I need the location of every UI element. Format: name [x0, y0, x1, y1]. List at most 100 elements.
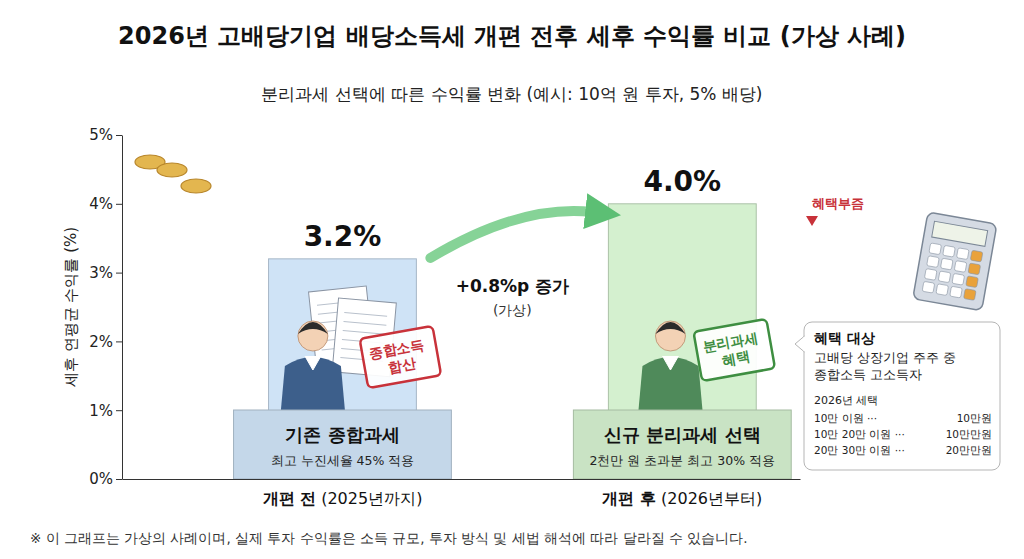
calculator-key: [966, 276, 979, 288]
y-axis: 0% 1% 2% 3% 4% 5%: [89, 126, 122, 488]
decoration: [135, 155, 997, 311]
coin: [157, 163, 187, 177]
x-tick: 개편 후 (2026년부터): [602, 489, 762, 508]
person-hair: [655, 322, 685, 334]
person-body: [638, 357, 702, 410]
bar-title: 신규 분리과세 선택: [604, 424, 761, 445]
x-tick-label: 개편 전 (2025년까지): [263, 489, 423, 508]
calculator-key: [943, 245, 956, 257]
calculator-key: [936, 284, 949, 296]
stamp: 종합소득 합산: [360, 326, 442, 388]
calculator-key: [927, 256, 940, 268]
calculator-key: [957, 248, 970, 260]
stamp-frame: [693, 319, 775, 381]
footnote: ※ 이 그래프는 가상의 사례이며, 실제 투자 수익률은 소득 규모, 투자 …: [30, 530, 747, 546]
person-head: [298, 321, 328, 351]
y-axis-line: [122, 136, 123, 480]
info-box-pointer-cover: [804, 337, 806, 351]
info-box-table-title: 2026년 세택: [814, 394, 879, 407]
document-line: [344, 322, 387, 326]
info-box-line: 고배당 상장기업 주주 중: [814, 350, 956, 365]
calculator-key: [954, 261, 967, 273]
y-tick: 1%: [89, 402, 122, 420]
y-tick: 3%: [89, 264, 122, 282]
arrow: [430, 211, 592, 258]
chart: 2026년 고배당기업 배당소득세 개편 전후 세후 수익률 비교 (가상 사례…: [0, 0, 1024, 559]
info-box-cell: 10만원: [957, 412, 992, 424]
info-box-cell: 20만만원: [946, 444, 992, 456]
y-tick-label: 1%: [89, 402, 113, 420]
document-line: [344, 313, 387, 317]
y-tick-mark: [116, 135, 122, 136]
calculator-screen: [932, 221, 988, 246]
stamp-text: 분리과세 혜택: [701, 328, 767, 371]
y-tick-mark: [116, 204, 122, 205]
info-box-cell: 20만 30만 이원 ···: [814, 444, 905, 456]
calculator-key: [964, 289, 977, 301]
info-box-cell: 10만 20만 이원 ···: [814, 428, 905, 440]
person-head: [655, 321, 685, 351]
calculator-key: [952, 273, 965, 285]
stamp-frame: [360, 326, 442, 388]
coin: [181, 179, 211, 193]
y-tick: 2%: [89, 333, 122, 351]
person: [638, 321, 702, 410]
person-body: [281, 357, 345, 410]
y-tick: 4%: [89, 195, 122, 213]
calculator-key: [922, 281, 935, 293]
y-tick-mark: [116, 341, 122, 342]
data-label: 3.2%: [304, 220, 382, 253]
y-tick: 5%: [89, 126, 122, 144]
info-box-line: 종합소득 고소득자: [814, 367, 922, 382]
y-tick-label: 4%: [89, 195, 113, 213]
y-tick-label: 0%: [89, 470, 113, 488]
calculator-key: [950, 286, 963, 298]
x-tick-label: 개편 후 (2026년부터): [602, 489, 762, 508]
badge-pointer: [806, 216, 818, 226]
calculator-key: [938, 271, 951, 283]
x-tick: 개편 전 (2025년까지): [263, 489, 423, 508]
person-collar: [662, 356, 678, 370]
x-axis-line: [123, 479, 801, 480]
document-line: [343, 330, 386, 334]
y-tick-mark: [116, 273, 122, 274]
annotation: (가상): [493, 302, 532, 318]
title: 2026년 고배당기업 배당소득세 개편 전후 세후 수익률 비교 (가상 사례…: [118, 22, 906, 50]
bar-panel: [234, 410, 452, 479]
person: [281, 321, 345, 410]
y-tick-mark: [116, 410, 122, 411]
y-tick: 0%: [89, 470, 122, 488]
badge: 혜택부즘: [812, 196, 864, 211]
y-tick-label: 2%: [89, 333, 113, 351]
calculator-body: [913, 212, 997, 311]
bar-panel: [573, 410, 791, 479]
background: [0, 0, 1024, 559]
calculator-key: [970, 250, 983, 262]
data-label: 4.0%: [643, 165, 721, 198]
info-box-frame: [804, 322, 1000, 470]
y-axis-title: 세후 연평균 수익률 (%): [62, 227, 80, 387]
info-box-cell: 10만만원: [946, 428, 992, 440]
calculator: [913, 212, 997, 311]
info-box-cell: 10만 이원 ···: [814, 412, 877, 424]
person-collar: [305, 356, 321, 370]
x-axis: 개편 전 (2025년까지) 개편 후 (2026년부터): [123, 480, 801, 509]
info-box-pointer: [795, 336, 805, 352]
calculator-key: [929, 243, 942, 255]
info-box-title: 혜택 대상: [814, 330, 875, 346]
calculator-key: [924, 269, 937, 281]
bar-title: 기존 종합과세: [285, 424, 399, 445]
info-box: 혜택 대상고배당 상장기업 주주 중종합소득 고소득자 2026년 세택 10만 이…: [795, 322, 1000, 470]
bar-note: 최고 누진세율 45% 적용: [271, 453, 415, 468]
stamp-text: 종합소득 합산: [368, 335, 434, 378]
stamp: 분리과세 혜택: [693, 319, 775, 381]
calculator-key: [968, 263, 981, 275]
calculator-key: [940, 258, 953, 270]
y-tick-label: 3%: [89, 264, 113, 282]
person-hair: [298, 322, 328, 334]
y-tick-mark: [116, 479, 122, 480]
subtitle: 분리과세 선택에 따른 수익률 변화 (예시: 10억 원 투자, 5% 배당): [261, 84, 762, 104]
annotation: +0.8%p 증가: [456, 276, 569, 296]
y-tick-label: 5%: [89, 126, 113, 144]
bar-note: 2천만 원 초과분 최고 30% 적용: [590, 453, 776, 468]
